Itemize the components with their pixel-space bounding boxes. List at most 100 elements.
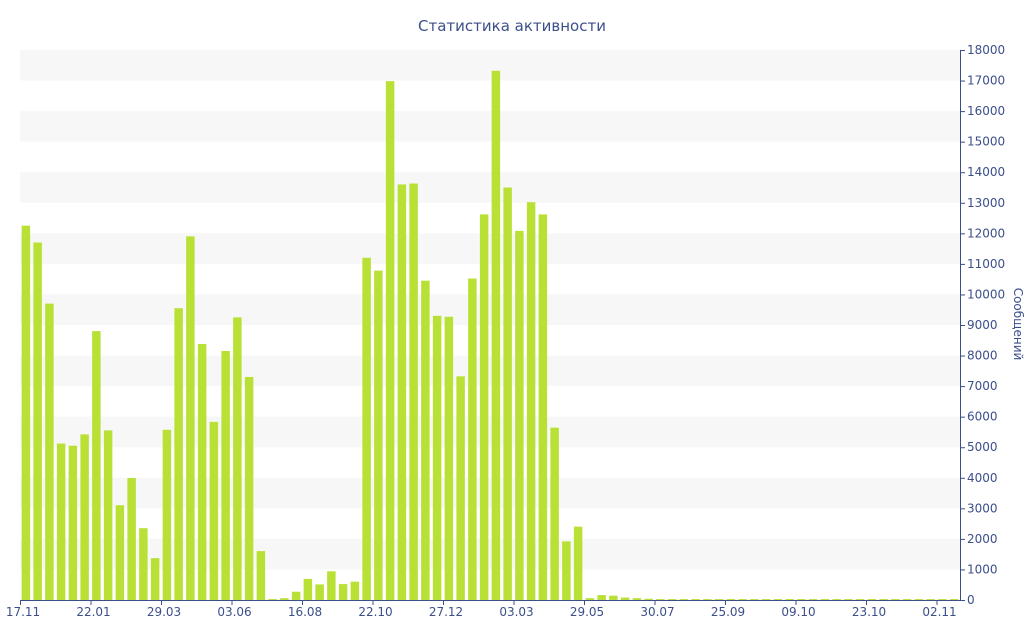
bar — [139, 528, 148, 600]
grid-band — [20, 538, 960, 570]
bar — [785, 599, 794, 600]
bar — [468, 278, 477, 600]
bar — [327, 571, 336, 600]
bar — [726, 599, 736, 600]
x-tick-label: 29.03 — [147, 605, 181, 619]
y-tick-label: 16000 — [967, 104, 1005, 118]
y-tick-label: 17000 — [967, 74, 1005, 88]
bar — [244, 376, 254, 600]
x-tick-label: 23.10 — [852, 605, 886, 619]
y-tick-label: 0 — [967, 593, 975, 607]
x-tick-label: 22.10 — [358, 605, 392, 619]
x-tick-label: 25.09 — [711, 605, 745, 619]
bar — [186, 236, 195, 600]
x-tick-label: 02.11 — [922, 605, 956, 619]
bar — [503, 187, 512, 600]
grid-band — [20, 294, 960, 325]
bar — [397, 184, 407, 600]
bar — [526, 202, 536, 601]
grid-band — [20, 111, 960, 142]
x-tick-label: 03.03 — [499, 605, 533, 619]
bar — [150, 558, 160, 600]
bar — [421, 280, 430, 600]
bar — [127, 478, 136, 600]
bar — [938, 599, 947, 600]
bar — [362, 257, 371, 600]
y-tick-label: 3000 — [967, 501, 998, 515]
bar — [56, 443, 66, 600]
grid-band — [20, 50, 960, 81]
bar — [585, 598, 595, 600]
bar — [691, 599, 700, 600]
bar — [867, 599, 877, 600]
bar — [926, 599, 935, 600]
bar — [855, 599, 865, 600]
bar — [914, 599, 924, 600]
chart-title: Статистика активности — [418, 17, 606, 35]
y-axis-ticks: 0 1000 2000 3000 4000 5000 6000 7000 8000 9000 100… — [960, 43, 1005, 607]
bar — [632, 598, 642, 600]
bar — [315, 584, 324, 600]
y-tick-label: 14000 — [967, 165, 1005, 179]
bar — [679, 599, 689, 600]
y-tick-label: 13000 — [967, 196, 1005, 210]
bar — [761, 599, 771, 600]
y-tick-label: 15000 — [967, 135, 1005, 149]
bar — [773, 599, 783, 600]
bar — [879, 599, 888, 600]
bar — [644, 598, 653, 600]
bar — [750, 599, 759, 600]
bar — [832, 599, 841, 600]
bar — [209, 421, 219, 600]
bar — [350, 581, 360, 600]
y-axis-title: Сообщений — [1011, 288, 1024, 361]
bar — [573, 526, 583, 600]
bar — [197, 343, 207, 600]
bar — [597, 595, 606, 600]
bar — [656, 599, 665, 600]
bar — [562, 541, 571, 600]
bar — [808, 599, 818, 600]
y-tick-label: 1000 — [967, 562, 998, 576]
bar — [256, 551, 266, 600]
y-tick-label: 4000 — [967, 471, 998, 485]
bar — [103, 430, 113, 600]
x-tick-label: 16.08 — [288, 605, 322, 619]
bar — [68, 445, 78, 600]
x-axis-ticks: 17.11 22.01 29.03 03.06 16.08 22.10 27.12 03.03… — [6, 600, 957, 619]
bar — [949, 599, 959, 600]
bar — [479, 214, 489, 600]
bar — [374, 270, 383, 600]
bar — [844, 599, 853, 600]
bar — [338, 584, 348, 600]
bar — [456, 376, 465, 600]
x-tick-label: 27.12 — [429, 605, 463, 619]
bar — [80, 434, 89, 600]
bar — [714, 599, 724, 600]
y-tick-label: 10000 — [967, 287, 1005, 301]
bar — [174, 308, 183, 600]
bar — [432, 315, 442, 600]
bar — [268, 599, 277, 600]
bar — [45, 303, 54, 600]
y-tick-label: 6000 — [967, 410, 998, 424]
bar — [409, 183, 418, 600]
bar — [385, 81, 395, 601]
y-tick-label: 11000 — [967, 257, 1005, 271]
bar — [738, 599, 747, 600]
bar — [820, 599, 830, 600]
grid-band — [20, 477, 960, 509]
grid-bands — [20, 50, 960, 570]
grid-band — [20, 355, 960, 387]
bar — [444, 316, 454, 600]
y-tick-label: 8000 — [967, 349, 998, 363]
bar — [221, 350, 230, 600]
x-tick-label: 30.07 — [640, 605, 674, 619]
x-tick-label: 29.05 — [570, 605, 604, 619]
bar — [515, 230, 524, 600]
bar — [21, 225, 31, 600]
y-tick-label: 5000 — [967, 440, 998, 454]
bar-series — [21, 70, 959, 601]
